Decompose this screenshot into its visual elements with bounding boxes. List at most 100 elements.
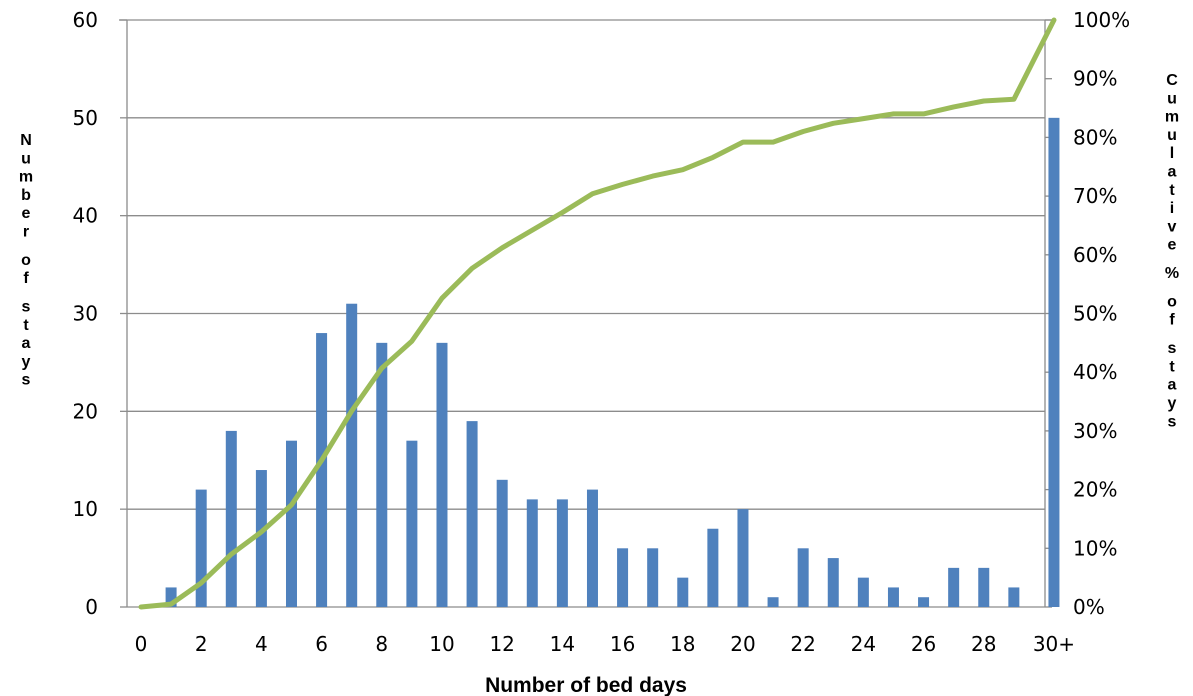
axis-title-letter: i — [1170, 200, 1174, 217]
bar — [827, 558, 839, 607]
cumulative-line — [138, 17, 1057, 610]
gridlines — [127, 19, 1045, 510]
cumulative-line-series — [138, 17, 1057, 610]
axis-title-letter: s — [1168, 340, 1177, 357]
bar — [948, 567, 960, 607]
bar — [195, 489, 207, 607]
axis-title-letter: s — [1168, 413, 1177, 430]
x-tick-label: 20 — [730, 632, 755, 656]
x-tick-label: 22 — [790, 632, 815, 656]
x-axis-tick-labels: 0 2 4 6 8 10 12 14 16 18 20 22 24 26 28 30+ — [135, 632, 1075, 656]
y2-tick-label: 20% — [1073, 478, 1117, 502]
bar — [436, 342, 448, 607]
axis-title-letter: C — [1166, 72, 1178, 89]
bar — [857, 577, 869, 607]
axis-title-letter: a — [22, 335, 31, 352]
bar — [285, 440, 297, 607]
bar — [316, 333, 328, 607]
axis-title-letter: u — [1167, 127, 1177, 144]
bar-series — [165, 117, 1060, 607]
y-tick-label: 50 — [73, 106, 98, 130]
x-tick-label: 8 — [375, 632, 388, 656]
x-tick-label: 0 — [135, 632, 148, 656]
axis-title-letter: t — [1169, 182, 1175, 199]
axis-title-letter: e — [1168, 237, 1177, 254]
axis-title-letter: f — [1169, 312, 1175, 329]
y2-tick-label: 50% — [1073, 302, 1117, 326]
axis-title-letter: t — [23, 317, 29, 334]
axis-title-letter: % — [1165, 265, 1179, 282]
axis-title-letter: o — [1167, 293, 1177, 310]
left-axis-tick-labels: 0 10 20 30 40 50 60 — [73, 8, 98, 619]
axis-title-letter: y — [1168, 395, 1177, 412]
axis-title-letter: a — [1168, 164, 1177, 181]
axis-title-letter: o — [21, 252, 31, 269]
y2-tick-label: 30% — [1073, 419, 1117, 443]
bar — [165, 587, 177, 607]
bar — [376, 342, 388, 607]
x-tick-label: 10 — [429, 632, 454, 656]
axis-title-letter: e — [22, 205, 31, 222]
bar — [647, 548, 659, 607]
bar — [586, 489, 598, 607]
axis-title-letter: s — [22, 372, 31, 389]
bar — [496, 479, 508, 607]
axis-title-letter: s — [22, 299, 31, 316]
x-tick-label: 26 — [911, 632, 936, 656]
x-tick-label: 4 — [255, 632, 268, 656]
y-tick-label: 60 — [73, 8, 98, 32]
x-tick-label: 28 — [971, 632, 996, 656]
bar — [1048, 117, 1060, 607]
bar — [346, 303, 358, 607]
bar — [677, 577, 689, 607]
y-tick-label: 20 — [73, 399, 98, 423]
y2-tick-label: 40% — [1073, 360, 1117, 384]
axis-title-letter: u — [21, 150, 31, 167]
x-tick-label: 24 — [851, 632, 876, 656]
x-tick-label: 30+ — [1033, 632, 1075, 656]
x-tick-label: 2 — [195, 632, 208, 656]
y-tick-label: 40 — [73, 204, 98, 228]
bar — [556, 499, 568, 607]
axis-title-letter: b — [21, 187, 31, 204]
bar — [1008, 587, 1020, 607]
axis-title-letter: t — [1169, 358, 1175, 375]
bar — [255, 470, 267, 607]
y2-tick-label: 70% — [1073, 184, 1117, 208]
y-tick-label: 30 — [73, 302, 98, 326]
x-tick-label: 6 — [315, 632, 328, 656]
right-axis-tick-labels: 0% 10% 20% 30% 40% 50% 60% 70% 80% 90% 100% — [1073, 8, 1130, 619]
y2-tick-label: 10% — [1073, 536, 1117, 560]
y2-tick-label: 100% — [1073, 8, 1130, 32]
x-tick-label: 12 — [489, 632, 514, 656]
x-tick-label: 18 — [670, 632, 695, 656]
axis-title-letter: m — [1165, 109, 1179, 126]
x-axis-title: Number of bed days — [485, 674, 687, 696]
bar — [918, 597, 930, 607]
bar — [767, 597, 779, 607]
bar — [978, 567, 990, 607]
axis-title-letter: u — [1167, 90, 1177, 107]
axis-title-letter: f — [23, 270, 29, 287]
axis-title-letter: N — [20, 132, 32, 149]
axis-title-letter: a — [1168, 377, 1177, 394]
y2-tick-label: 60% — [1073, 243, 1117, 267]
bar — [526, 499, 538, 607]
bar — [406, 440, 418, 607]
bar — [707, 528, 719, 607]
axis-title-letter: l — [1170, 145, 1174, 162]
x-tick-label: 16 — [610, 632, 635, 656]
bar — [225, 430, 237, 607]
bar — [737, 509, 749, 607]
bar — [887, 587, 899, 607]
y2-tick-label: 0% — [1073, 595, 1105, 619]
axis-title-letter: v — [1168, 218, 1177, 235]
x-tick-label: 14 — [550, 632, 575, 656]
bar — [617, 548, 629, 607]
y2-tick-label: 80% — [1073, 125, 1117, 149]
axis-title-letter: r — [23, 224, 29, 241]
y-tick-label: 0 — [85, 595, 98, 619]
